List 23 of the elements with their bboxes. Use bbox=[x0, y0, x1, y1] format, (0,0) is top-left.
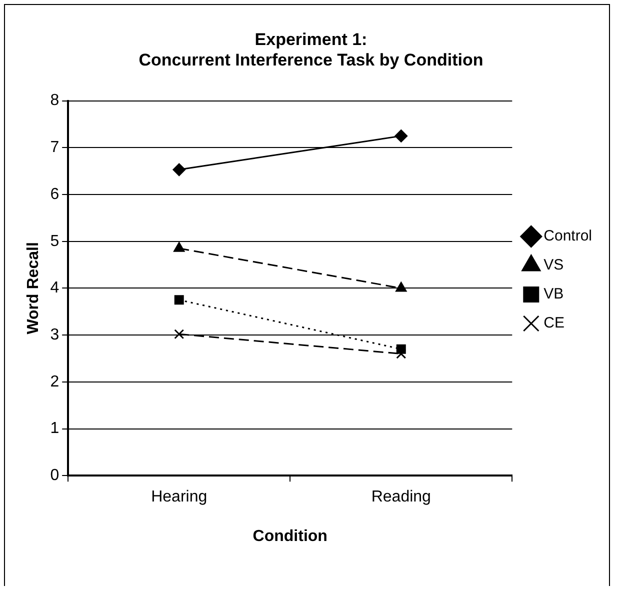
x-tick-label: Reading bbox=[371, 488, 431, 506]
point bbox=[174, 295, 184, 305]
legend-label: VB bbox=[544, 286, 564, 303]
y-tick-label: 4 bbox=[50, 280, 60, 297]
legend-label: VS bbox=[544, 256, 564, 274]
x-tick-label: Hearing bbox=[151, 488, 208, 506]
point bbox=[394, 129, 408, 142]
y-tick-label: 2 bbox=[50, 373, 60, 390]
y-tick-label: 0 bbox=[50, 467, 60, 484]
point bbox=[396, 344, 406, 354]
point bbox=[174, 329, 184, 340]
y-tick-label: 8 bbox=[50, 92, 60, 110]
y-tick-label: 5 bbox=[50, 232, 60, 250]
y-tick-label: 1 bbox=[50, 420, 60, 438]
y-tick-label: 7 bbox=[50, 139, 60, 156]
y-axis-title: Word Recall bbox=[25, 242, 42, 334]
legend-label: Control bbox=[544, 228, 592, 245]
chart-title: Experiment 1: Concurrent Interference Task by Condition bbox=[138, 30, 484, 70]
x-axis-title: Condition bbox=[252, 528, 328, 545]
y-tick-label: 3 bbox=[50, 326, 60, 344]
point bbox=[172, 163, 186, 176]
y-tick-label: 6 bbox=[50, 186, 60, 203]
legend-label: CE bbox=[544, 314, 564, 332]
